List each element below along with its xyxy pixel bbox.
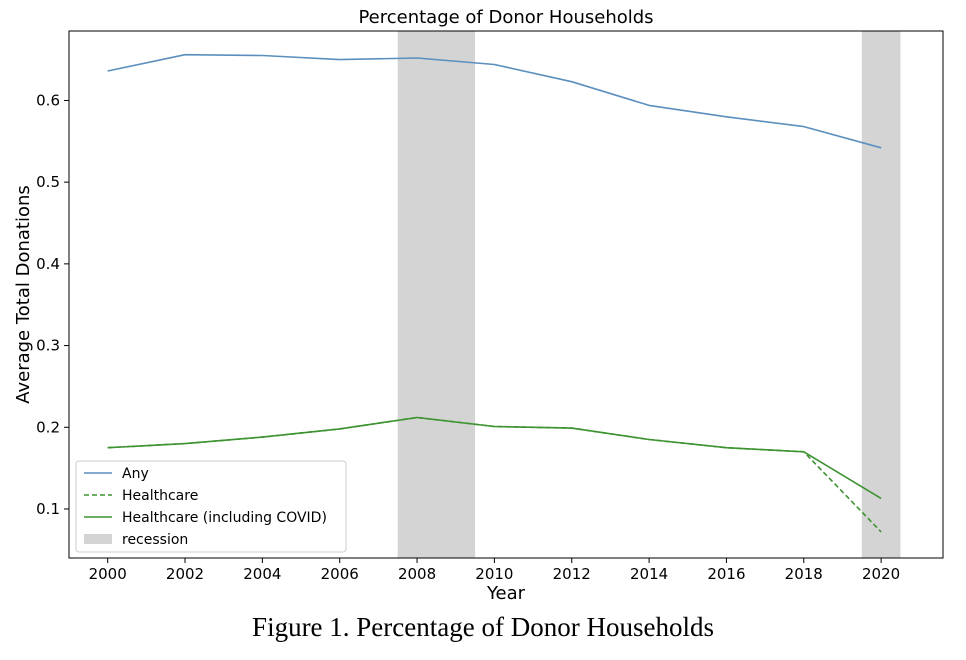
plot-frame [68, 30, 944, 559]
x-tick-label: 2014 [630, 565, 668, 583]
legend-label: Healthcare (including COVID) [122, 510, 327, 526]
figure-caption: Figure 1. Percentage of Donor Households [252, 612, 714, 642]
legend-label: recession [122, 532, 188, 548]
x-tick-label: 2000 [89, 565, 127, 583]
x-tick-label: 2008 [398, 565, 436, 583]
x-tick-label: 2012 [553, 565, 591, 583]
line-chart: 2000 2002 2004 2006 2008 2010 2012 2014 2016 2018… [13, 7, 944, 604]
y-axis-title: Average Total Donations [13, 185, 34, 404]
x-tick-label: 2010 [475, 565, 513, 583]
y-tick-label: 0.1 [36, 500, 60, 518]
x-tick-label: 2016 [707, 565, 745, 583]
y-tick-label: 0.2 [36, 418, 60, 436]
legend-swatch [84, 534, 112, 544]
x-tick-label: 2002 [166, 565, 204, 583]
legend-label: Healthcare [122, 488, 198, 504]
x-axis-ticks: 2000 2002 2004 2006 2008 2010 2012 2014 2016 2018… [89, 558, 900, 583]
recession-band [397, 31, 476, 558]
y-axis-ticks: 0.1 0.2 0.3 0.4 0.5 0.6 [36, 91, 69, 518]
legend: Any Healthcare Healthcare (including COVID… [75, 460, 347, 553]
x-axis-title: Year [486, 583, 526, 604]
x-tick-label: 2020 [862, 565, 900, 583]
y-tick-label: 0.6 [36, 91, 60, 109]
y-tick-label: 0.5 [36, 173, 60, 191]
legend-label: Any [122, 466, 149, 482]
series-line-healthcare-including-covid [107, 416, 882, 500]
legend-box [75, 460, 347, 553]
recession-bands [397, 31, 901, 558]
y-tick-label: 0.3 [36, 337, 60, 355]
x-tick-label: 2006 [321, 565, 359, 583]
series-line-any [107, 53, 882, 149]
x-tick-label: 2004 [243, 565, 281, 583]
y-tick-label: 0.4 [36, 255, 60, 273]
recession-band [861, 31, 901, 558]
x-tick-label: 2018 [785, 565, 823, 583]
chart-title: Percentage of Donor Households [358, 7, 653, 28]
series-lines [107, 53, 882, 533]
